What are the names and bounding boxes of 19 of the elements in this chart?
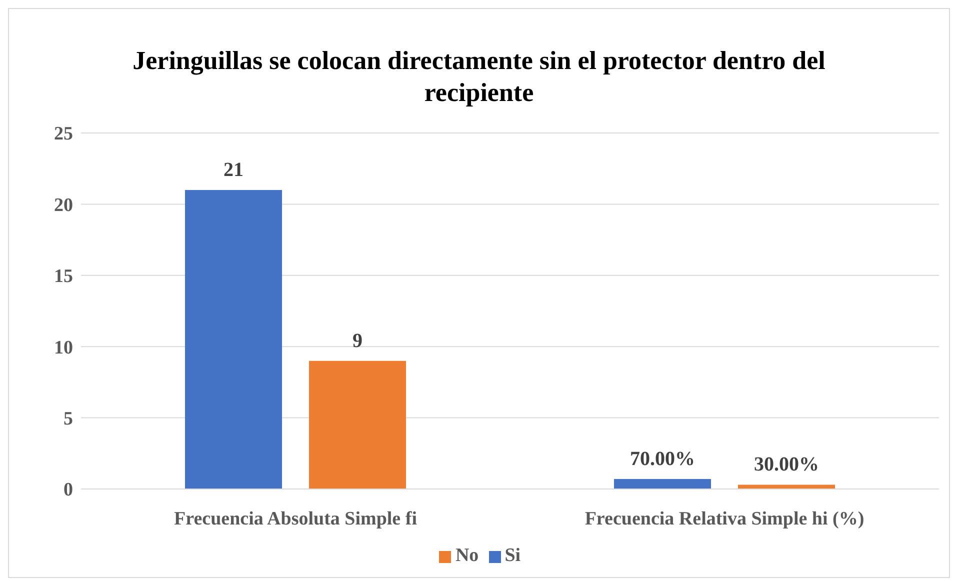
bar (185, 190, 282, 489)
y-tick-label: 10 (54, 337, 73, 358)
data-label: 21 (224, 158, 244, 181)
y-tick-label: 15 (54, 266, 73, 288)
chart-title: Jeringuillas se colocan directamente sin el protector dentro del recipiente (132, 45, 826, 109)
bar (738, 484, 835, 489)
x-tick-label: Frecuencia Relativa Simple hi (%) (584, 508, 864, 530)
y-tick-label: 20 (54, 194, 73, 216)
y-tick-label: 5 (64, 408, 73, 430)
bar (614, 479, 711, 489)
data-label: 9 (352, 330, 362, 352)
y-tick-label: 0 (64, 480, 73, 501)
data-label: 70.00% (630, 448, 695, 470)
y-tick-label: 25 (54, 124, 73, 145)
data-label: 30.00% (754, 454, 819, 476)
legend-label: Si (504, 545, 521, 566)
x-tick-label: Frecuencia Absoluta Simple fi (174, 508, 417, 530)
bar (309, 360, 406, 489)
legend-label: No (455, 545, 479, 566)
